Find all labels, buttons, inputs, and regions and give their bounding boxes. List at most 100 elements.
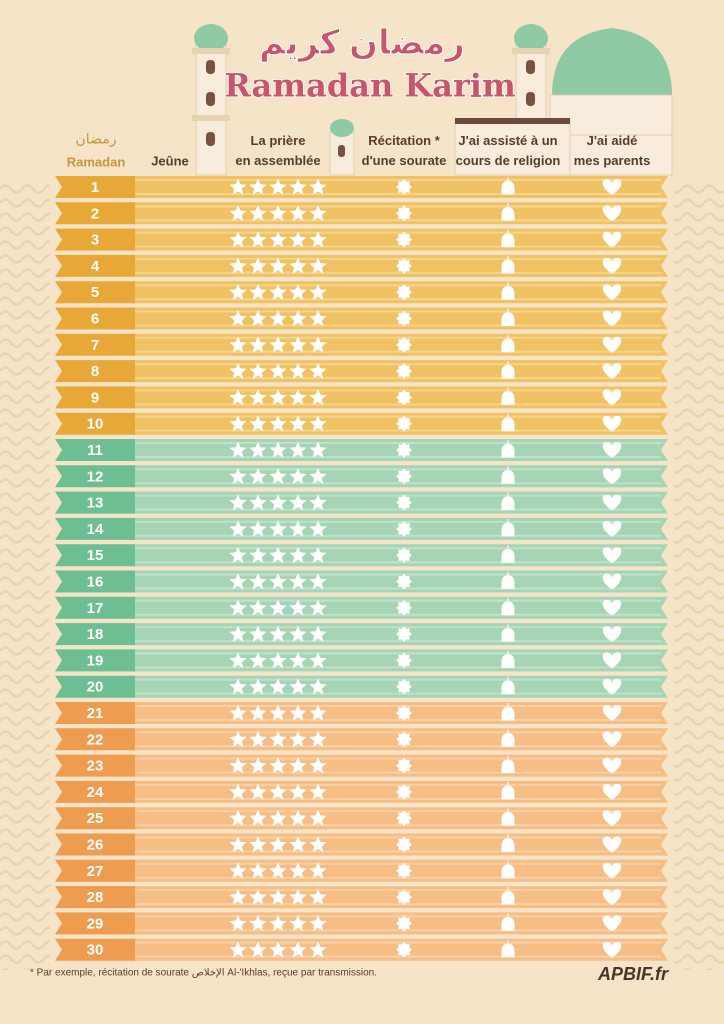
star-icon (249, 257, 267, 274)
star-icon (289, 415, 307, 432)
day-row: 13 (55, 491, 668, 514)
star-icon (229, 204, 247, 222)
heart-icon (602, 310, 622, 327)
star-icon (289, 283, 307, 300)
star-icon (269, 336, 287, 353)
star-icon (249, 730, 267, 748)
day-row: 19 (55, 649, 668, 672)
star-icon (229, 467, 247, 485)
heart-icon (602, 783, 622, 800)
day-cell (55, 807, 135, 830)
flower-icon (396, 783, 412, 800)
star-icon (309, 678, 327, 695)
heart-icon (602, 363, 622, 380)
mosque-icon (501, 887, 515, 905)
day-number: 4 (91, 258, 100, 275)
star-icon (229, 836, 247, 853)
star-icon (229, 757, 247, 774)
row-stripe (135, 705, 661, 707)
first-header-arabic: رمضان (76, 131, 117, 148)
star-icon (269, 231, 287, 248)
mosque-icon (501, 177, 515, 195)
heart-icon (602, 442, 622, 458)
day-cell (55, 912, 135, 935)
row-stripe (135, 666, 661, 669)
star-icon (249, 494, 267, 511)
day-row: 7 (55, 333, 668, 356)
star-icon (289, 467, 307, 485)
star-icon (289, 678, 307, 695)
star-icon (249, 283, 267, 300)
heart-icon (602, 284, 622, 301)
row-stripe (135, 678, 661, 681)
row-stripe (135, 508, 661, 511)
flower-icon (396, 626, 412, 643)
star-icon (289, 836, 307, 853)
row-stripe (135, 520, 661, 523)
flower-icon (396, 731, 412, 748)
star-icon (269, 257, 287, 274)
row-stripe (135, 547, 661, 550)
day-number: 28 (87, 889, 104, 906)
star-icon (269, 941, 287, 958)
day-number: 14 (87, 521, 104, 538)
day-cell (55, 360, 135, 383)
flower-icon (396, 889, 412, 906)
day-number: 29 (87, 915, 104, 932)
star-icon (229, 888, 247, 905)
star-icon (289, 310, 307, 327)
heart-icon (602, 757, 622, 774)
star-icon (269, 862, 287, 879)
star-icon (249, 809, 267, 826)
day-row: 20 (55, 675, 668, 698)
mosque-icon (501, 939, 515, 958)
day-row: 30 (55, 938, 668, 961)
day-number: 18 (87, 626, 104, 643)
star-icon (309, 204, 327, 222)
star-icon (309, 231, 327, 248)
row-stripe (135, 573, 661, 576)
mosque-icon (501, 518, 515, 537)
star-icon (309, 651, 327, 669)
star-icon (289, 231, 307, 248)
star-icon (269, 520, 287, 537)
day-cell (55, 570, 135, 593)
star-icon (229, 651, 247, 669)
star-icon (309, 362, 327, 379)
star-icon (289, 888, 307, 905)
day-cell (55, 728, 135, 751)
heart-icon (602, 257, 622, 274)
star-icon (309, 520, 327, 537)
day-cell (55, 465, 135, 488)
star-icon (269, 678, 287, 695)
star-icon (269, 467, 287, 485)
star-icon (289, 730, 307, 748)
day-row: 8 (55, 360, 668, 383)
day-cell (55, 386, 135, 409)
star-icon (309, 941, 327, 958)
star-icon (229, 941, 247, 958)
day-cell (55, 780, 135, 803)
star-icon (309, 625, 327, 642)
day-number: 27 (87, 863, 104, 880)
star-icon (229, 388, 247, 406)
mosque-icon (501, 413, 515, 432)
title: Ramadan Karim (224, 67, 516, 105)
star-icon (229, 494, 247, 511)
row-stripe (135, 219, 661, 222)
mosque-icon (501, 703, 515, 721)
flower-icon (396, 284, 412, 301)
day-cell (55, 754, 135, 777)
star-icon (309, 836, 327, 853)
star-icon (269, 625, 287, 642)
star-icon (289, 204, 307, 222)
heart-icon (602, 652, 622, 669)
star-icon (269, 310, 287, 327)
day-row: 29 (55, 912, 668, 935)
heart-icon (602, 810, 622, 827)
day-row: 14 (55, 517, 668, 540)
star-icon (289, 573, 307, 590)
star-icon (269, 730, 287, 748)
day-number: 11 (87, 442, 103, 459)
